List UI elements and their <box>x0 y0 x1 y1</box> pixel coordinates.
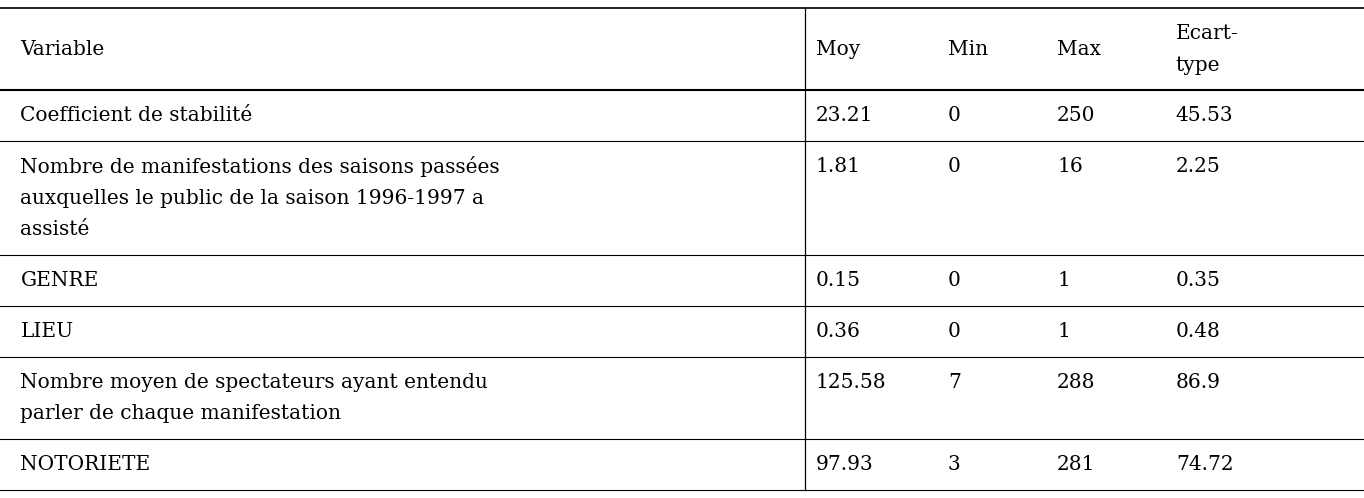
Text: Variable: Variable <box>20 40 105 59</box>
Text: GENRE: GENRE <box>20 271 98 290</box>
Text: Ecart-: Ecart- <box>1176 24 1239 43</box>
Text: 3: 3 <box>948 455 960 474</box>
Text: type: type <box>1176 56 1221 75</box>
Text: 288: 288 <box>1057 373 1095 392</box>
Text: 97.93: 97.93 <box>816 455 873 474</box>
Text: 0.35: 0.35 <box>1176 271 1221 290</box>
Text: 1: 1 <box>1057 271 1069 290</box>
Text: 86.9: 86.9 <box>1176 373 1221 392</box>
Text: 281: 281 <box>1057 455 1095 474</box>
Text: 16: 16 <box>1057 157 1083 176</box>
Text: NOTORIETE: NOTORIETE <box>20 455 150 474</box>
Text: 0: 0 <box>948 271 960 290</box>
Text: Max: Max <box>1057 40 1101 59</box>
Text: 45.53: 45.53 <box>1176 106 1233 125</box>
Text: 0.36: 0.36 <box>816 322 861 341</box>
Text: 0: 0 <box>948 322 960 341</box>
Text: 1.81: 1.81 <box>816 157 861 176</box>
Text: Moy: Moy <box>816 40 859 59</box>
Text: 0: 0 <box>948 106 960 125</box>
Text: 7: 7 <box>948 373 960 392</box>
Text: LIEU: LIEU <box>20 322 74 341</box>
Text: parler de chaque manifestation: parler de chaque manifestation <box>20 404 341 423</box>
Text: Nombre moyen de spectateurs ayant entendu: Nombre moyen de spectateurs ayant entend… <box>20 373 488 392</box>
Text: 23.21: 23.21 <box>816 106 873 125</box>
Text: 0.48: 0.48 <box>1176 322 1221 341</box>
Text: auxquelles le public de la saison 1996-1997 a: auxquelles le public de la saison 1996-1… <box>20 189 484 208</box>
Text: 74.72: 74.72 <box>1176 455 1233 474</box>
Text: 2.25: 2.25 <box>1176 157 1221 176</box>
Text: 1: 1 <box>1057 322 1069 341</box>
Text: 250: 250 <box>1057 106 1095 125</box>
Text: Nombre de manifestations des saisons passées: Nombre de manifestations des saisons pas… <box>20 156 501 177</box>
Text: Coefficient de stabilité: Coefficient de stabilité <box>20 106 252 125</box>
Text: 0: 0 <box>948 157 960 176</box>
Text: 125.58: 125.58 <box>816 373 887 392</box>
Text: assisté: assisté <box>20 221 90 240</box>
Text: Min: Min <box>948 40 988 59</box>
Text: 0.15: 0.15 <box>816 271 861 290</box>
